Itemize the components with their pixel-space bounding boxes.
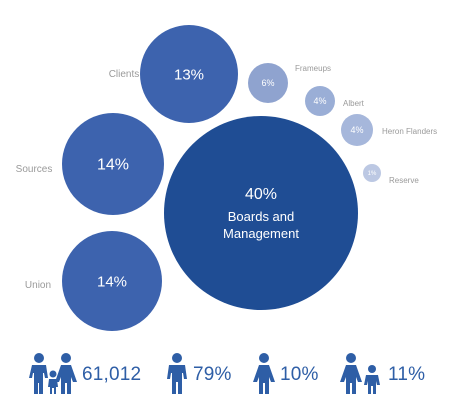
male-person-icon (167, 353, 187, 394)
stat-parent-child: 11% (338, 350, 425, 400)
bubble-label-heron-flanders: Heron Flanders (382, 127, 437, 136)
bubble-chart: 40% Boards and Management 13% Clients 14% Sour… (16, 25, 437, 331)
stat-female: 10% (252, 350, 319, 400)
bubble-label-union: Union (25, 280, 51, 291)
bubble-value-albert: 4% (313, 96, 326, 106)
bubble-value-heron-flanders: 4% (350, 125, 363, 135)
bubble-label-reserve: Reserve (389, 176, 419, 185)
stat-male-value: 79% (193, 364, 232, 385)
stat-total-value: 61,012 (82, 364, 142, 385)
bubble-value-frameups: 6% (261, 78, 274, 88)
bubble-frameups (248, 63, 288, 103)
bubble-label-sources: Sources (16, 164, 53, 175)
bubble-reserve (363, 164, 381, 182)
bubble-value-reserve: 1% (368, 171, 377, 177)
bubble-value-union: 14% (97, 273, 127, 290)
bubble-label-albert: Albert (343, 99, 365, 108)
bubble-union (62, 231, 162, 331)
stat-total: 61,012 (28, 350, 141, 400)
bubble-albert (305, 86, 335, 116)
bubble-value-sources: 14% (97, 157, 129, 174)
bubble-value-clients: 13% (174, 66, 204, 83)
bubble-label-boards-and-management: Boards and Management (223, 209, 299, 241)
female-person-icon (253, 353, 275, 394)
bubble-boards-and-management (164, 116, 358, 310)
stats-row: 61,012 79% 10% 11% (0, 350, 470, 400)
bubble-heron-flanders (341, 114, 373, 146)
bubble-clients (140, 25, 238, 123)
bubble-label-clients: Clients (109, 69, 140, 80)
stat-female-value: 10% (280, 364, 319, 385)
family-icon (29, 353, 77, 394)
bubble-label-frameups: Frameups (295, 64, 331, 73)
parent-child-icon (340, 353, 380, 394)
stat-parent-child-value: 11% (388, 364, 426, 385)
bubble-value-boards-and-management: 40% (245, 186, 277, 203)
stat-male: 79% (165, 350, 232, 400)
bubble-sources (62, 113, 164, 215)
